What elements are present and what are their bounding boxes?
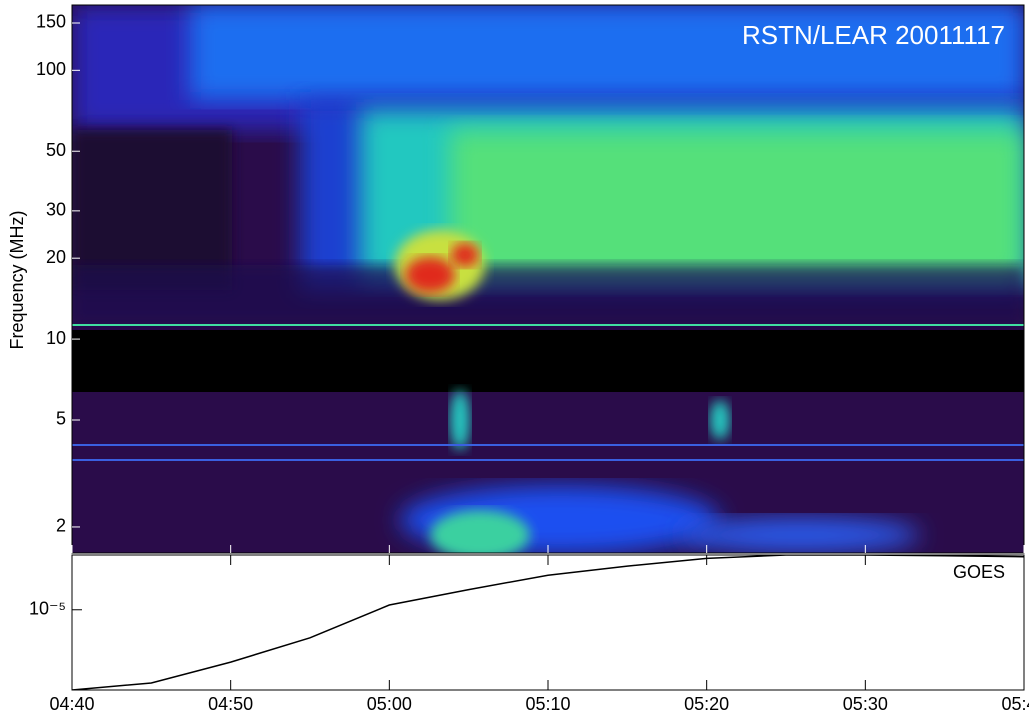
y-tick-label: 10⁻⁵	[29, 599, 66, 619]
goes-curve	[72, 555, 1024, 690]
y-tick-label: 5	[56, 409, 66, 429]
goes-label: GOES	[953, 562, 1005, 582]
x-tick-label: 05:00	[367, 694, 412, 714]
x-tick-label: 04:50	[208, 694, 253, 714]
x-tick-label: 05:40	[1001, 694, 1029, 714]
x-tick-label: 05:20	[684, 694, 729, 714]
y-tick-label: 20	[46, 247, 66, 267]
y-axis-label: Frequency (MHz)	[7, 210, 27, 349]
y-tick-label: 10	[46, 328, 66, 348]
y-tick-label: 100	[36, 59, 66, 79]
x-tick-label: 05:30	[843, 694, 888, 714]
x-tick-label: 04:40	[49, 694, 94, 714]
spectrogram-title: RSTN/LEAR 20011117	[742, 20, 1005, 50]
y-tick-label: 150	[36, 12, 66, 32]
spectrogram-image	[72, 5, 1024, 553]
y-tick-label: 2	[56, 516, 66, 536]
x-tick-label: 05:10	[525, 694, 570, 714]
goes-panel	[71, 554, 1025, 691]
goes-plot	[72, 555, 1024, 690]
y-tick-label: 50	[46, 140, 66, 160]
y-tick-label: 30	[46, 200, 66, 220]
